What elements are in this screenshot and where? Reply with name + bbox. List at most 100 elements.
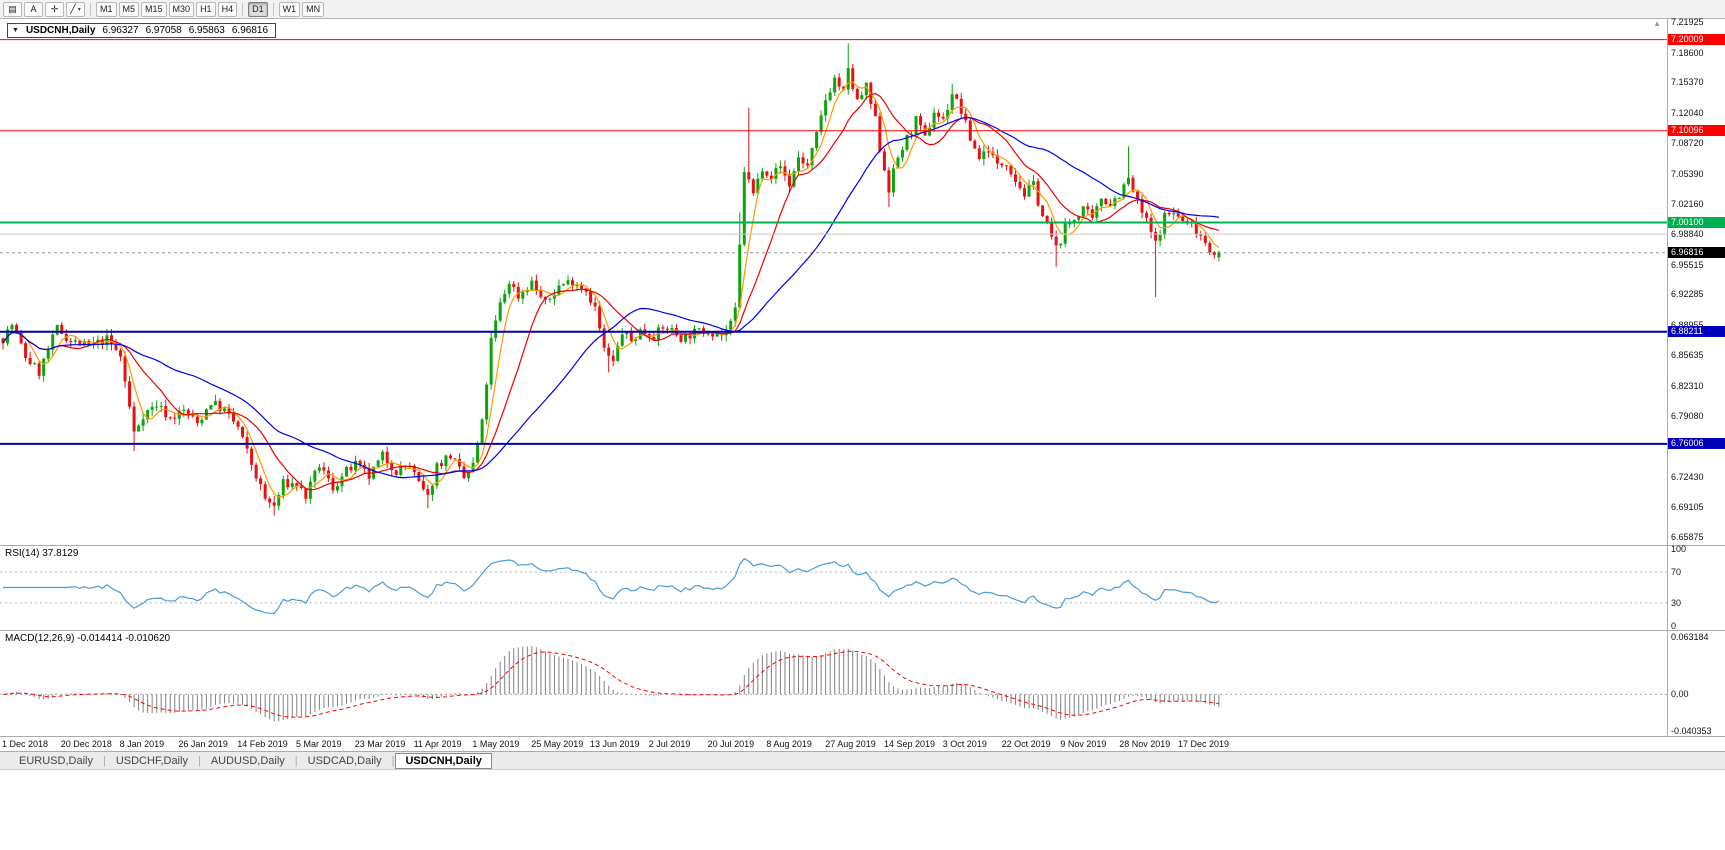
date-label: 11 Apr 2019 <box>413 739 462 749</box>
date-label: 3 Oct 2019 <box>942 739 987 749</box>
tab-separator: | <box>197 754 201 767</box>
chart-ohlc-box: ▼ USDCNH,Daily 6.96327 6.97058 6.95863 6… <box>7 23 277 38</box>
rsi-indicator-pane[interactable]: 100 70 30 0 RSI(14) 37.8129 <box>0 544 1725 631</box>
price-tick: 6.92285 <box>1671 289 1704 300</box>
timeframe-w1-button[interactable]: W1 <box>278 1 301 17</box>
price-level-chip: 6.76006 <box>1668 438 1725 450</box>
date-label: 8 Aug 2019 <box>766 739 812 749</box>
price-tick: 7.15370 <box>1671 77 1704 88</box>
date-label: 2 Jul 2019 <box>648 739 691 749</box>
chart-tabs-bar: EURUSD,Daily | USDCHF,Daily | AUDUSD,Daily | U… <box>0 752 1725 770</box>
rsi-current-value: 37.8129 <box>42 548 79 559</box>
date-label: 1 Dec 2018 <box>2 739 49 749</box>
ohlc-low-value: 6.95863 <box>188 25 225 36</box>
timeframe-m30-button[interactable]: M30 <box>168 1 195 17</box>
date-label: 25 May 2019 <box>531 739 584 749</box>
price-tick: 6.95515 <box>1671 259 1704 270</box>
top-toolbar: ▤ A ✛ ╱ ▾ M1 M5 M15 M30 H1 H4 D1 W1 MN <box>0 0 1725 19</box>
timeframe-h4-button[interactable]: H4 <box>217 1 238 17</box>
toolbar-crosshair-button[interactable]: ✛ <box>45 1 64 17</box>
macd-axis[interactable]: 0.063184 0.00 -0.040353 <box>1667 631 1725 736</box>
price-axis[interactable]: 7.21925 7.18600 7.15370 7.12040 7.08720 7.053… <box>1667 17 1725 545</box>
macd-name: MACD(12,26,9) <box>5 633 75 644</box>
macd-current-values: -0.014414 -0.010620 <box>77 633 171 644</box>
macd-tick: 0.00 <box>1671 689 1689 700</box>
date-label: 14 Sep 2019 <box>884 739 936 749</box>
toolbar-chart-window-button[interactable]: ▤ <box>3 1 22 17</box>
date-label: 23 Mar 2019 <box>354 739 406 749</box>
chart-tab-usdcnh[interactable]: USDCNH,Daily <box>395 752 492 769</box>
date-label: 20 Jul 2019 <box>707 739 755 749</box>
macd-indicator-pane[interactable]: 0.063184 0.00 -0.040353 MACD(12,26,9) -0.0… <box>0 631 1725 737</box>
date-label: 20 Dec 2018 <box>60 739 112 749</box>
ohlc-close-value: 6.96816 <box>231 25 269 36</box>
chart-tab-eurusd[interactable]: EURUSD,Daily <box>19 754 93 767</box>
macd-signal-line <box>2 650 1219 718</box>
timeframe-d1-button[interactable]: D1 <box>248 1 268 17</box>
price-level-chip: 7.00100 <box>1668 217 1725 229</box>
rsi-tick: 70 <box>1671 567 1682 578</box>
price-level-chip: 6.88211 <box>1668 326 1725 338</box>
date-label: 22 Oct 2019 <box>1001 739 1051 749</box>
tab-separator: | <box>391 754 395 767</box>
candlestick-chart[interactable] <box>0 19 1667 545</box>
main-chart-pane[interactable]: 7.21925 7.18600 7.15370 7.12040 7.08720 7.053… <box>0 17 1725 546</box>
toolbar-cursor-mode-button[interactable]: A <box>24 1 43 17</box>
chart-tab-usdcad[interactable]: USDCAD,Daily <box>307 754 382 767</box>
date-label: 28 Nov 2019 <box>1119 739 1171 749</box>
toolbar-draw-tools-button[interactable]: ╱ ▾ <box>66 1 85 17</box>
chart-tab-usdchf[interactable]: USDCHF,Daily <box>115 754 188 767</box>
price-tick: 6.69105 <box>1671 502 1704 513</box>
toolbar-separator <box>242 2 244 16</box>
date-label: 5 Mar 2019 <box>296 739 342 749</box>
time-axis[interactable]: 1 Dec 2018 20 Dec 2018 8 Jan 2019 26 Jan 20… <box>0 737 1725 752</box>
ohlc-open-value: 6.96327 <box>102 25 139 36</box>
empty-area <box>0 770 1725 850</box>
macd-indicator-label: MACD(12,26,9) -0.014414 -0.010620 <box>5 633 170 644</box>
rsi-tick: 100 <box>1671 544 1687 554</box>
price-tick: 6.85635 <box>1671 350 1704 361</box>
rsi-tick: 0 <box>1671 621 1677 631</box>
timeframe-h1-button[interactable]: H1 <box>196 1 216 17</box>
date-label: 26 Jan 2019 <box>178 739 228 749</box>
price-tick: 6.82310 <box>1671 380 1704 391</box>
rsi-axis[interactable]: 100 70 30 0 <box>1667 544 1725 631</box>
price-level-chip: 7.10096 <box>1668 125 1725 137</box>
ohlc-high-value: 6.97058 <box>145 25 182 36</box>
chart-shift-marker-icon[interactable]: ▲ <box>1653 19 1661 28</box>
tab-separator: | <box>102 754 106 767</box>
price-tick: 6.79080 <box>1671 410 1704 421</box>
rsi-chart[interactable] <box>0 546 1667 630</box>
moving-average-13 <box>2 92 1220 491</box>
moving-average-5 <box>2 81 1220 498</box>
price-tick: 7.02160 <box>1671 198 1704 209</box>
price-tick: 7.18600 <box>1671 47 1704 58</box>
current-price-chip: 6.96816 <box>1668 247 1725 259</box>
timeframe-m1-button[interactable]: M1 <box>96 1 117 17</box>
date-label: 9 Nov 2019 <box>1060 739 1107 749</box>
timeframe-m5-button[interactable]: M5 <box>118 1 140 17</box>
price-tick: 6.72430 <box>1671 471 1704 482</box>
rsi-line <box>3 557 1220 615</box>
dropdown-caret-icon: ▾ <box>77 6 81 13</box>
timeframe-m15-button[interactable]: M15 <box>141 1 167 17</box>
collapse-ohlc-icon[interactable]: ▼ <box>12 27 19 34</box>
price-tick: 7.21925 <box>1671 17 1704 27</box>
macd-chart[interactable] <box>0 631 1667 736</box>
price-tick: 6.88955 <box>1671 319 1704 330</box>
price-level-chip: 7.20009 <box>1668 34 1725 46</box>
price-tick: 6.65875 <box>1671 532 1704 542</box>
date-label: 27 Aug 2019 <box>825 739 876 749</box>
chart-symbol-label: USDCNH,Daily <box>25 25 96 36</box>
price-tick: 7.12040 <box>1671 107 1704 118</box>
toolbar-separator <box>90 2 91 16</box>
tab-separator: | <box>294 754 298 767</box>
date-label: 14 Feb 2019 <box>237 739 288 749</box>
chart-tab-audusd[interactable]: AUDUSD,Daily <box>210 754 285 767</box>
date-label: 1 May 2019 <box>472 739 520 749</box>
timeframe-mn-button[interactable]: MN <box>302 1 325 17</box>
date-label: 8 Jan 2019 <box>119 739 165 749</box>
date-label: 13 Jun 2019 <box>590 739 640 749</box>
rsi-tick: 30 <box>1671 597 1682 608</box>
